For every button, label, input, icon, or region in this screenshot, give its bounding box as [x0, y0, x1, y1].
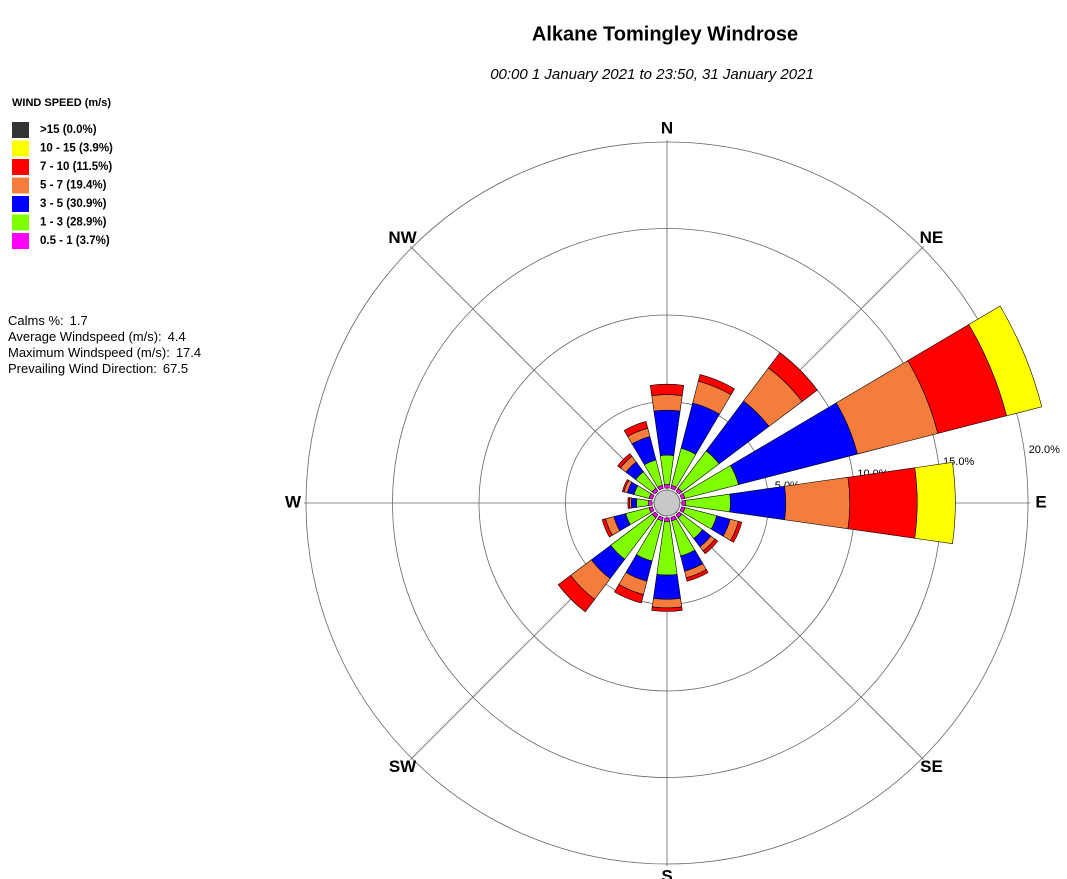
legend-swatch [12, 122, 29, 138]
legend-label: >15 (0.0%) [40, 124, 97, 136]
wind-sector [649, 383, 685, 397]
direction-label: NE [920, 228, 944, 247]
stat-value: 4.4 [168, 329, 186, 344]
stat-label: Maximum Windspeed (m/s): [8, 345, 170, 360]
stat-line: Maximum Windspeed (m/s): 17.4 [8, 345, 201, 360]
direction-label: SE [920, 757, 943, 776]
wind-sector [614, 583, 644, 604]
legend-swatch [12, 196, 29, 212]
wind-sector [659, 454, 675, 486]
legend-label: 5 - 7 (19.4%) [40, 180, 107, 192]
wind-sector [653, 574, 681, 600]
chart-title: Alkane Tomingley Windrose [532, 23, 798, 45]
wind-sector [968, 305, 1043, 417]
wind-sector [648, 500, 653, 506]
direction-label: SW [389, 757, 417, 776]
wind-sector [730, 520, 743, 543]
legend-label: 10 - 15 (3.9%) [40, 143, 113, 155]
legend-swatch [12, 233, 29, 249]
calm-circle [653, 489, 681, 517]
legend-swatch [12, 159, 29, 175]
wind-sector [664, 484, 670, 489]
legend-label: 3 - 5 (30.9%) [40, 198, 107, 210]
direction-label: NW [388, 228, 417, 247]
legend-swatch [12, 177, 29, 194]
wind-sector [601, 518, 613, 538]
stat-line: Average Windspeed (m/s): 4.4 [8, 329, 186, 344]
chart-subtitle: 00:00 1 January 2021 to 23:50, 31 Januar… [490, 66, 814, 83]
legend-title: WIND SPEED (m/s) [12, 97, 111, 109]
wind-sector [630, 497, 638, 509]
wind-sector [914, 462, 956, 544]
wind-sector [768, 352, 818, 402]
legend-label: 1 - 3 (28.9%) [40, 217, 107, 229]
stat-value: 1.7 [70, 313, 88, 328]
stat-label: Prevailing Wind Direction: [8, 361, 157, 376]
wind-sector [636, 498, 650, 508]
wind-sector [702, 538, 719, 555]
wind-sector [557, 574, 596, 613]
wind-sector [627, 497, 631, 509]
wind-sector [617, 453, 633, 469]
wind-sector [651, 606, 683, 612]
stat-line: Prevailing Wind Direction: 67.5 [8, 361, 188, 376]
wind-sector [651, 394, 683, 412]
wind-sector [653, 409, 681, 456]
legend-swatch [12, 140, 29, 157]
stat-line: Calms %: 1.7 [8, 313, 88, 328]
direction-label: S [661, 866, 672, 879]
wind-sector [847, 467, 918, 539]
wind-sector [664, 517, 670, 522]
ring-label: 20.0% [1029, 444, 1060, 456]
legend-label: 7 - 10 (11.5%) [40, 161, 112, 173]
legend-label: 0.5 - 1 (3.7%) [40, 235, 110, 247]
wind-sector [681, 500, 686, 506]
legend-swatch [12, 214, 29, 231]
wind-sector [729, 485, 787, 521]
wind-sector [784, 476, 851, 530]
wind-sector [623, 421, 649, 437]
stat-value: 17.4 [176, 345, 201, 360]
direction-label: N [661, 118, 673, 137]
wind-sector [697, 374, 735, 396]
wind-sector [685, 569, 709, 582]
stat-label: Calms %: [8, 313, 64, 328]
wind-sector [621, 479, 630, 493]
stat-label: Average Windspeed (m/s): [8, 329, 162, 344]
direction-label: W [285, 492, 302, 511]
direction-label: E [1035, 492, 1046, 511]
stat-value: 67.5 [163, 361, 188, 376]
wind-sector [651, 598, 683, 609]
